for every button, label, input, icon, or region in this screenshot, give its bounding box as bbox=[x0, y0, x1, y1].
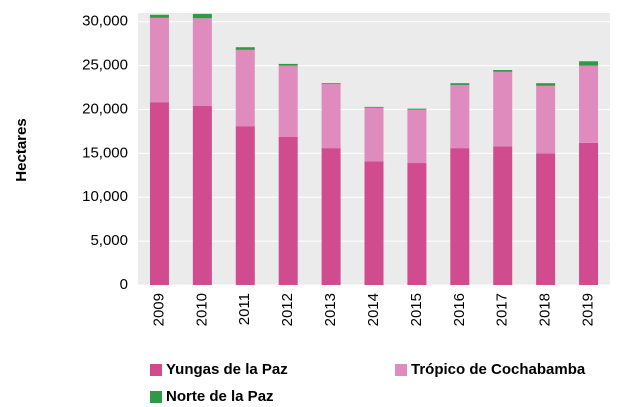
bar-segment bbox=[407, 163, 427, 285]
y-tick-label: 10,000 bbox=[82, 188, 128, 205]
x-tick-label: 2014 bbox=[365, 293, 382, 326]
bar-segment bbox=[364, 107, 384, 162]
bar-segment bbox=[192, 13, 212, 19]
y-tick-label: 0 bbox=[120, 276, 128, 293]
y-tick-label: 25,000 bbox=[82, 57, 128, 74]
bar-segment bbox=[192, 106, 212, 285]
bar-segment bbox=[364, 106, 384, 108]
bar-segment bbox=[536, 85, 556, 154]
bar-segment bbox=[493, 146, 513, 285]
bar-segment bbox=[321, 83, 341, 85]
bar-segment bbox=[278, 63, 298, 66]
bar-segment bbox=[536, 83, 556, 86]
x-tick-label: 2017 bbox=[494, 293, 511, 326]
bar-segment bbox=[450, 148, 470, 285]
bar-segment bbox=[149, 102, 169, 286]
bar-segment bbox=[149, 17, 169, 103]
bar-segment bbox=[321, 84, 341, 149]
bar-segment bbox=[192, 18, 212, 107]
x-tick-label: 2010 bbox=[193, 293, 210, 326]
bar-segment bbox=[278, 65, 298, 137]
bar-segment bbox=[536, 153, 556, 285]
y-tick-label: 20,000 bbox=[82, 100, 128, 117]
bar-segment bbox=[407, 108, 427, 110]
x-tick-label: 2015 bbox=[408, 293, 425, 326]
bar-segment bbox=[149, 14, 169, 18]
y-tick-label: 30,000 bbox=[82, 13, 128, 30]
legend-swatch bbox=[395, 364, 407, 376]
bar-segment bbox=[235, 126, 255, 285]
legend-label: Norte de la Paz bbox=[166, 388, 274, 405]
bar-segment bbox=[407, 109, 427, 164]
x-tick-label: 2012 bbox=[279, 293, 296, 326]
bar-segment bbox=[278, 136, 298, 285]
bar-segment bbox=[235, 49, 255, 127]
bar-segment bbox=[493, 70, 513, 72]
bar-segment bbox=[579, 142, 599, 285]
bar-segment bbox=[364, 161, 384, 285]
x-tick-label: 2018 bbox=[537, 293, 554, 326]
bar-segment bbox=[450, 84, 470, 149]
bar-segment bbox=[579, 61, 599, 66]
x-tick-label: 2009 bbox=[150, 293, 167, 326]
x-tick-label: 2016 bbox=[451, 293, 468, 326]
legend-label: Trópico de Cochabamba bbox=[411, 361, 586, 378]
bar-segment bbox=[579, 65, 599, 143]
x-tick-label: 2011 bbox=[236, 293, 253, 325]
legend-label: Yungas de la Paz bbox=[166, 361, 288, 378]
bar-segment bbox=[235, 47, 255, 50]
legend-swatch bbox=[150, 391, 162, 403]
y-tick-label: 5,000 bbox=[90, 232, 128, 249]
bar-segment bbox=[493, 71, 513, 147]
bar-segment bbox=[321, 148, 341, 285]
bar-segment bbox=[450, 83, 470, 85]
y-axis-label: Hectares bbox=[13, 118, 30, 181]
x-tick-label: 2013 bbox=[322, 293, 339, 326]
y-tick-label: 15,000 bbox=[82, 144, 128, 161]
x-tick-label: 2019 bbox=[580, 293, 597, 326]
legend-swatch bbox=[150, 364, 162, 376]
